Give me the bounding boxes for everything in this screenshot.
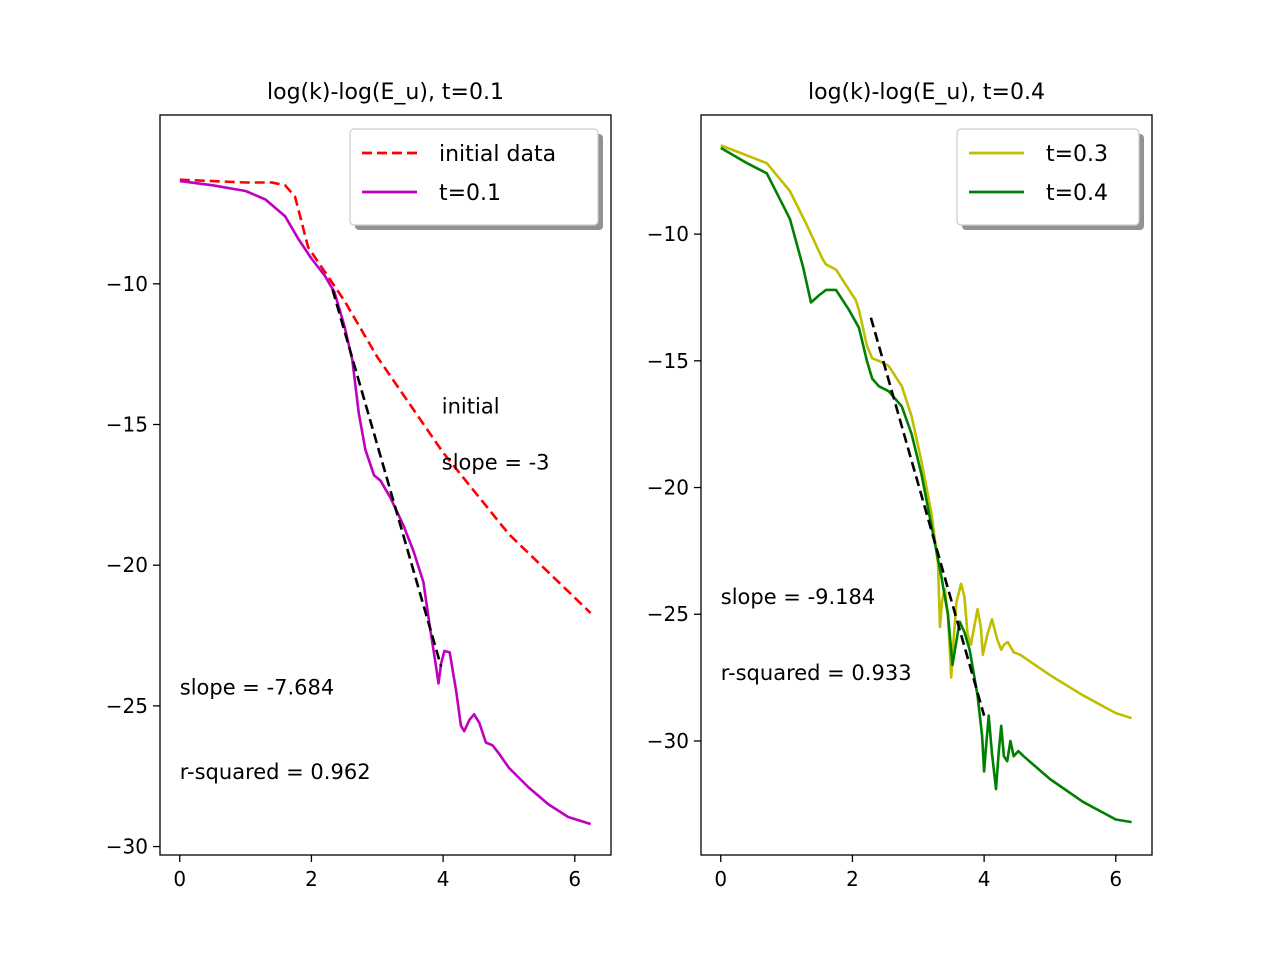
- annotation-text: slope = -3: [442, 451, 550, 475]
- annotation-text: slope = -9.184: [721, 585, 876, 609]
- y-tick-label: −25: [647, 602, 689, 626]
- legend-label: initial data: [439, 142, 556, 167]
- x-tick-label: 6: [568, 867, 581, 891]
- annotation-text: initial: [442, 394, 500, 418]
- y-tick-label: −15: [647, 349, 689, 373]
- x-tick-label: 0: [173, 867, 186, 891]
- axes-frame: [700, 114, 1153, 856]
- fit-line: [331, 289, 443, 667]
- x-tick-label: 2: [846, 867, 859, 891]
- y-tick-label: −10: [647, 222, 689, 246]
- y-tick-label: −20: [647, 476, 689, 500]
- y-tick-label: −30: [106, 835, 148, 859]
- y-tick-label: −30: [647, 729, 689, 753]
- legend-label: t=0.3: [1046, 142, 1108, 167]
- annotation-text: r-squared = 0.962: [180, 760, 371, 784]
- y-tick-label: −15: [106, 413, 148, 437]
- legend-label: t=0.1: [439, 181, 501, 206]
- y-tick-label: −10: [106, 272, 148, 296]
- axes-frame: [159, 114, 612, 856]
- y-tick-label: −20: [106, 553, 148, 577]
- legend: initial data t=0.1: [349, 128, 603, 230]
- series-line-initial-data: [179, 178, 592, 614]
- x-tick-label: 0: [714, 867, 727, 891]
- left-subplot: log(k)-log(E_u), t=0.1 0 2 4 6 −10 −15 −20 −25 −3…: [106, 80, 612, 891]
- plot-area: [179, 178, 592, 826]
- x-tick-label: 4: [437, 867, 450, 891]
- x-tick-label: 2: [305, 867, 318, 891]
- y-tick-label: −25: [106, 694, 148, 718]
- right-subplot: log(k)-log(E_u), t=0.4 0 2 4 6 −10 −15 −20 −25 −3…: [647, 80, 1153, 891]
- x-tick-label: 6: [1109, 867, 1122, 891]
- legend: t=0.3 t=0.4: [956, 128, 1144, 230]
- chart-title: log(k)-log(E_u), t=0.4: [808, 80, 1045, 105]
- series-line-t-0-4: [720, 146, 1132, 824]
- annotation-text: slope = -7.684: [180, 676, 335, 700]
- legend-label: t=0.4: [1046, 181, 1108, 206]
- x-tick-label: 4: [978, 867, 991, 891]
- plot-area: [720, 144, 1132, 824]
- annotation-text: r-squared = 0.933: [721, 661, 912, 685]
- chart-title: log(k)-log(E_u), t=0.1: [267, 80, 504, 105]
- fit-line: [869, 317, 986, 716]
